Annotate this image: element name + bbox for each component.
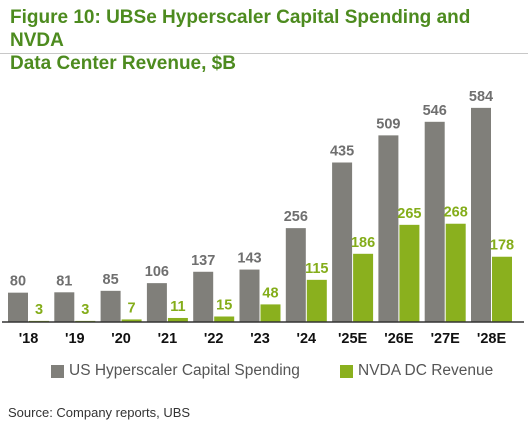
bar-chart: 80 3 '18 81 3 '19 85 7 '20 106 11 '21 137 15 '22 143 48 '… — [2, 89, 524, 347]
bar-capex-1 — [54, 292, 75, 322]
bar-nvda-6 — [306, 279, 327, 322]
chart-legend: US Hyperscaler Capital Spending NVDA DC … — [0, 362, 528, 384]
x-tick-label-6: '24 — [297, 331, 317, 347]
data-label-nvda-7: 186 — [351, 235, 375, 251]
legend-label-capex: US Hyperscaler Capital Spending — [69, 362, 300, 379]
bars-layer — [8, 107, 512, 322]
data-label-nvda-1: 3 — [81, 302, 89, 318]
bar-capex-7 — [332, 162, 353, 322]
legend-swatch-capex — [51, 364, 64, 378]
bar-capex-9 — [424, 121, 445, 322]
data-label-capex-2: 85 — [103, 272, 119, 288]
bar-nvda-3 — [167, 317, 188, 322]
data-label-nvda-5: 48 — [262, 285, 278, 301]
bar-nvda-10 — [492, 256, 512, 322]
bar-capex-8 — [378, 135, 399, 322]
chart-title-line-2: Data Center Revenue, $B — [10, 53, 236, 74]
bar-capex-5 — [239, 269, 260, 322]
x-tick-label-5: '23 — [250, 331, 270, 347]
x-tick-label-10: '28E — [477, 331, 507, 347]
x-tick-label-0: '18 — [19, 331, 39, 347]
legend-label-nvda: NVDA DC Revenue — [358, 362, 494, 379]
data-label-capex-9: 546 — [423, 103, 447, 119]
bar-nvda-4 — [214, 316, 235, 322]
bar-nvda-5 — [260, 304, 281, 322]
data-label-nvda-2: 7 — [128, 300, 136, 316]
x-tick-label-7: '25E — [338, 331, 368, 347]
legend-item-capex: US Hyperscaler Capital Spending — [51, 362, 300, 380]
data-label-capex-7: 435 — [330, 144, 354, 160]
chart-title: Figure 10: UBSe Hyperscaler Capital Spen… — [10, 6, 522, 75]
bar-nvda-2 — [121, 319, 142, 322]
bar-nvda-7 — [353, 253, 374, 322]
x-tick-label-4: '22 — [204, 331, 224, 347]
data-label-capex-5: 143 — [237, 251, 261, 267]
bar-capex-3 — [146, 283, 167, 322]
labels-layer: 80 3 '18 81 3 '19 85 7 '20 106 11 '21 137 15 '22 143 48 '… — [10, 89, 514, 347]
data-label-capex-3: 106 — [145, 264, 169, 280]
x-tick-label-1: '19 — [65, 331, 85, 347]
x-tick-label-3: '21 — [158, 331, 178, 347]
data-label-nvda-4: 15 — [216, 298, 232, 314]
source-note: Source: Company reports, UBS — [8, 405, 191, 420]
legend-swatch-nvda — [340, 364, 353, 378]
data-label-capex-4: 137 — [191, 253, 215, 269]
data-label-nvda-6: 115 — [305, 261, 328, 277]
legend-item-nvda: NVDA DC Revenue — [340, 362, 493, 380]
chart-title-line-1: Figure 10: UBSe Hyperscaler Capital Spen… — [10, 7, 471, 51]
bar-capex-10 — [471, 107, 491, 322]
data-label-nvda-8: 265 — [397, 206, 421, 222]
bar-capex-0 — [8, 292, 28, 322]
data-label-capex-1: 81 — [56, 273, 72, 289]
data-label-nvda-9: 268 — [444, 205, 468, 221]
data-label-capex-8: 509 — [376, 116, 400, 132]
data-label-nvda-10: 178 — [490, 238, 514, 254]
data-label-capex-6: 256 — [284, 209, 308, 225]
bar-capex-4 — [193, 271, 214, 322]
title-divider — [0, 53, 528, 54]
data-label-nvda-3: 11 — [170, 299, 185, 315]
x-tick-label-2: '20 — [111, 331, 131, 347]
x-tick-label-9: '27E — [431, 331, 461, 347]
x-tick-label-8: '26E — [384, 331, 414, 347]
bar-capex-6 — [285, 228, 306, 322]
bar-capex-2 — [100, 290, 121, 322]
data-label-capex-0: 80 — [10, 274, 26, 290]
bar-nvda-8 — [399, 224, 420, 322]
data-label-capex-10: 584 — [469, 89, 493, 105]
data-label-nvda-0: 3 — [35, 302, 43, 318]
bar-nvda-9 — [445, 223, 466, 322]
